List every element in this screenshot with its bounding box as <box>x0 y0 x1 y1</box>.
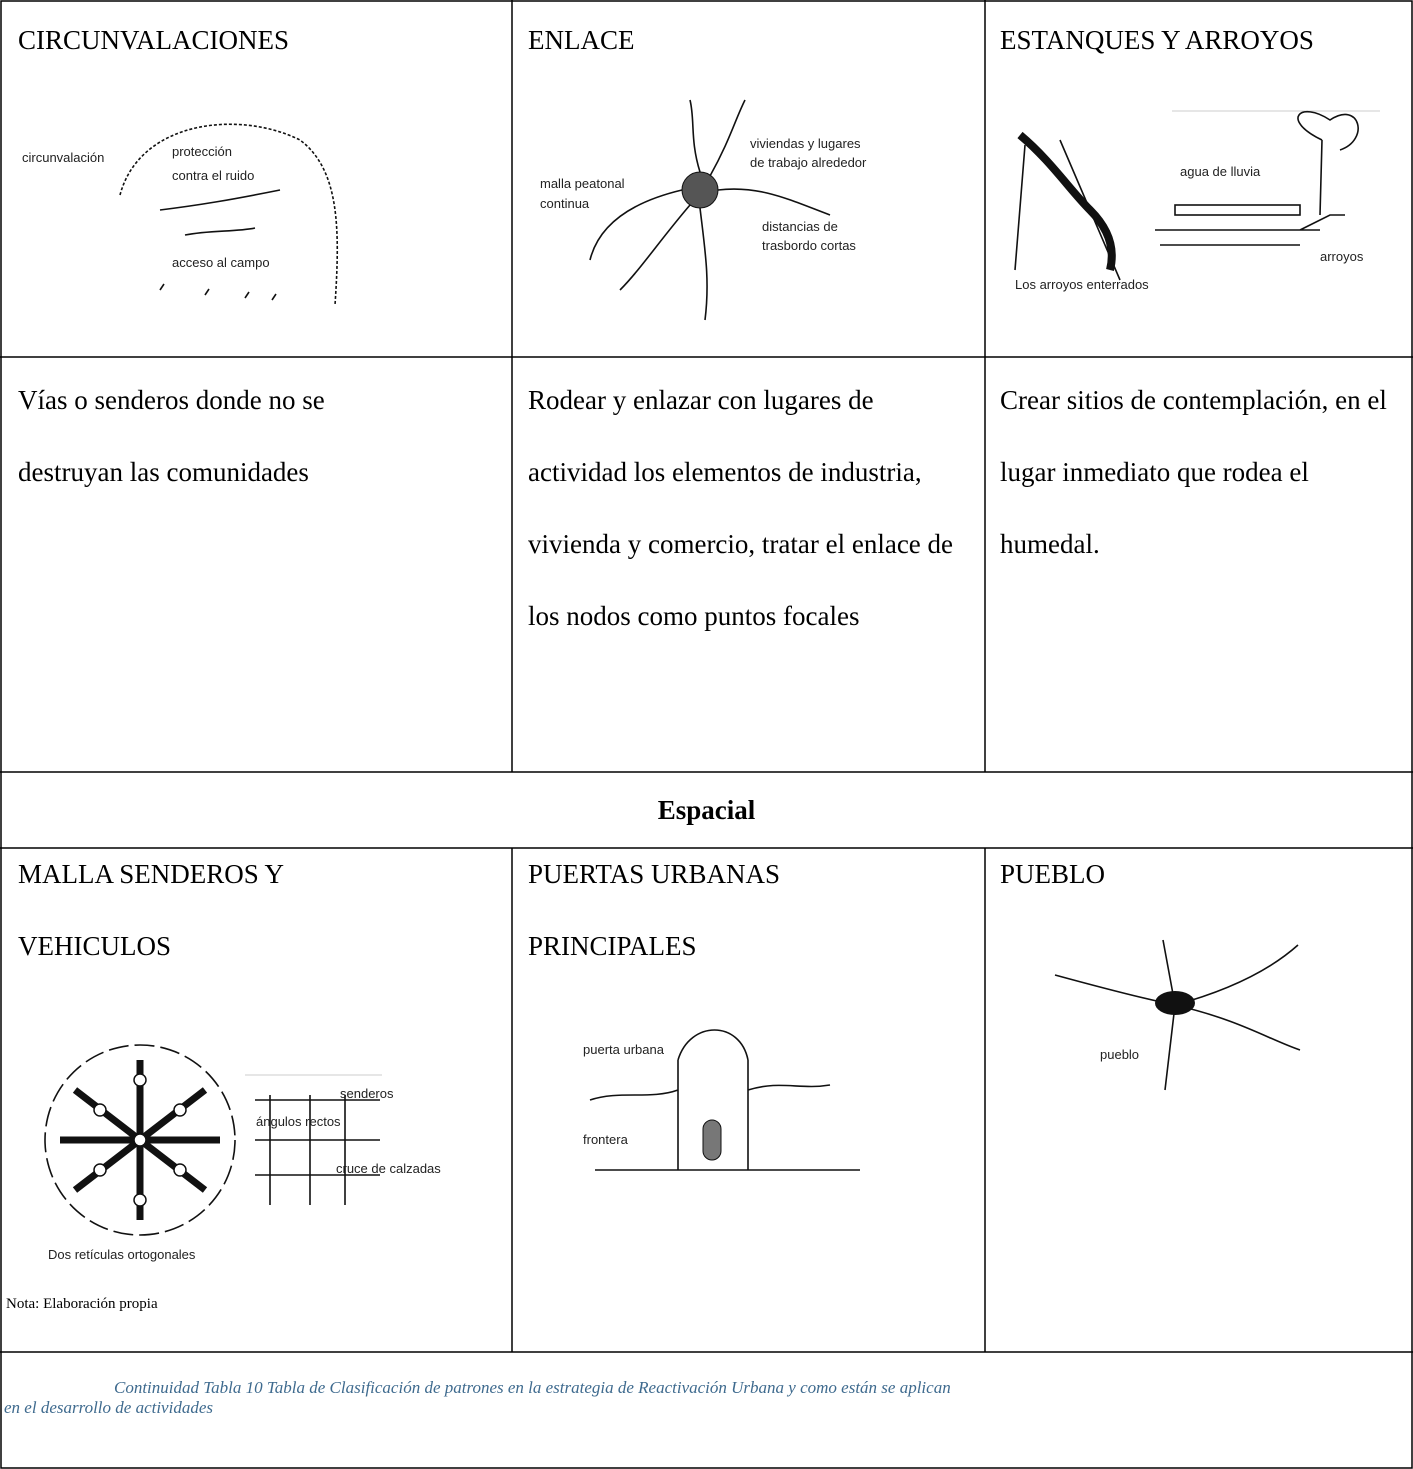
sketch-enlace: malla peatonal continua viviendas y luga… <box>540 99 867 321</box>
cell-title: MALLA SENDEROS Y VEHICULOS <box>18 859 284 961</box>
sketch-label: malla peatonal <box>540 176 625 191</box>
sketch-label: distancias de <box>762 219 838 234</box>
sketch-label: de trabajo alrededor <box>750 155 867 170</box>
sketch-label: cruce de calzadas <box>336 1161 441 1176</box>
sketch-label: ángulos rectos <box>256 1114 341 1129</box>
cell-text: Vías o senderos donde no se destruyan la… <box>18 385 325 487</box>
section-heading: Espacial <box>657 795 756 825</box>
cell-title: PUERTAS URBANAS PRINCIPALES <box>528 859 781 961</box>
sketch-label: continua <box>540 196 590 211</box>
sketch-pueblo: pueblo <box>1054 939 1301 1091</box>
sketch-estanques: agua de lluvia arroyos Los arroyos enter… <box>1014 110 1380 292</box>
sketch-label: circunvalación <box>22 150 104 165</box>
note: Nota: Elaboración propia <box>6 1296 158 1312</box>
caption: Continuidad Tabla 10 Tabla de Clasificac… <box>4 1378 951 1417</box>
cell-title: ENLACE <box>528 25 635 55</box>
cell-text: Rodear y enlazar con lugares de activida… <box>528 385 954 631</box>
cell-text: Crear sitios de contemplación, en el lug… <box>1000 385 1387 559</box>
sketch-label: frontera <box>583 1132 629 1147</box>
sketch-label: acceso al campo <box>172 255 270 270</box>
sketch-malla: senderos ángulos rectos cruce de calzada… <box>44 1044 441 1262</box>
sketch-label: agua de lluvia <box>1180 164 1261 179</box>
sketch-label: protección <box>172 144 232 159</box>
sketch-puertas: puerta urbana frontera <box>583 1029 860 1171</box>
cell-title: CIRCUNVALACIONES <box>18 25 290 55</box>
sketch-label: Dos retículas ortogonales <box>48 1247 196 1262</box>
sketch-label: trasbordo cortas <box>762 238 856 253</box>
sketch-circunvalaciones: circunvalación protección contra el ruid… <box>22 123 339 306</box>
cell-title: PUEBLO <box>1000 859 1106 889</box>
sketch-label: contra el ruido <box>172 168 254 183</box>
sketch-label: senderos <box>340 1086 394 1101</box>
cell-title: ESTANQUES Y ARROYOS <box>1000 25 1314 55</box>
sketch-label: viviendas y lugares <box>750 136 861 151</box>
sketch-label: pueblo <box>1100 1047 1139 1062</box>
sketch-label: arroyos <box>1320 249 1364 264</box>
sketch-label: puerta urbana <box>583 1042 665 1057</box>
sketch-label: Los arroyos enterrados <box>1015 277 1149 292</box>
